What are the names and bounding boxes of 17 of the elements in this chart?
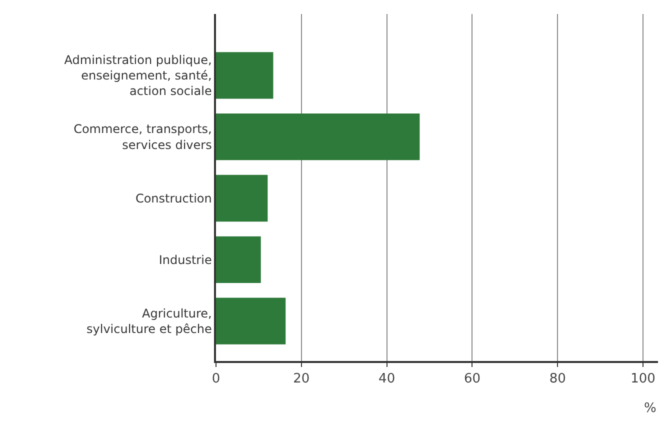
y-tick-label: Construction: [135, 191, 212, 206]
x-tick-label: 0: [212, 371, 220, 386]
x-tick-label: 80: [549, 371, 566, 386]
bar: [216, 52, 274, 99]
x-tick-label: 60: [464, 371, 481, 386]
y-tick-label: Commerce, transports, services divers: [74, 122, 212, 152]
x-tick-label: 100: [630, 371, 656, 386]
x-tick-label: 40: [378, 371, 396, 386]
x-axis-title: %: [644, 401, 656, 416]
bar: [216, 236, 261, 283]
bar: [216, 113, 420, 160]
x-tick-label: 20: [293, 371, 310, 386]
bar: [216, 298, 286, 344]
y-tick-label: Industrie: [158, 252, 212, 267]
y-tick-label: Administration publique, enseignement, santé, action sociale: [64, 53, 212, 98]
bar: [216, 174, 268, 222]
y-tick-label: Agriculture, sylviculture et pêche: [86, 306, 212, 336]
